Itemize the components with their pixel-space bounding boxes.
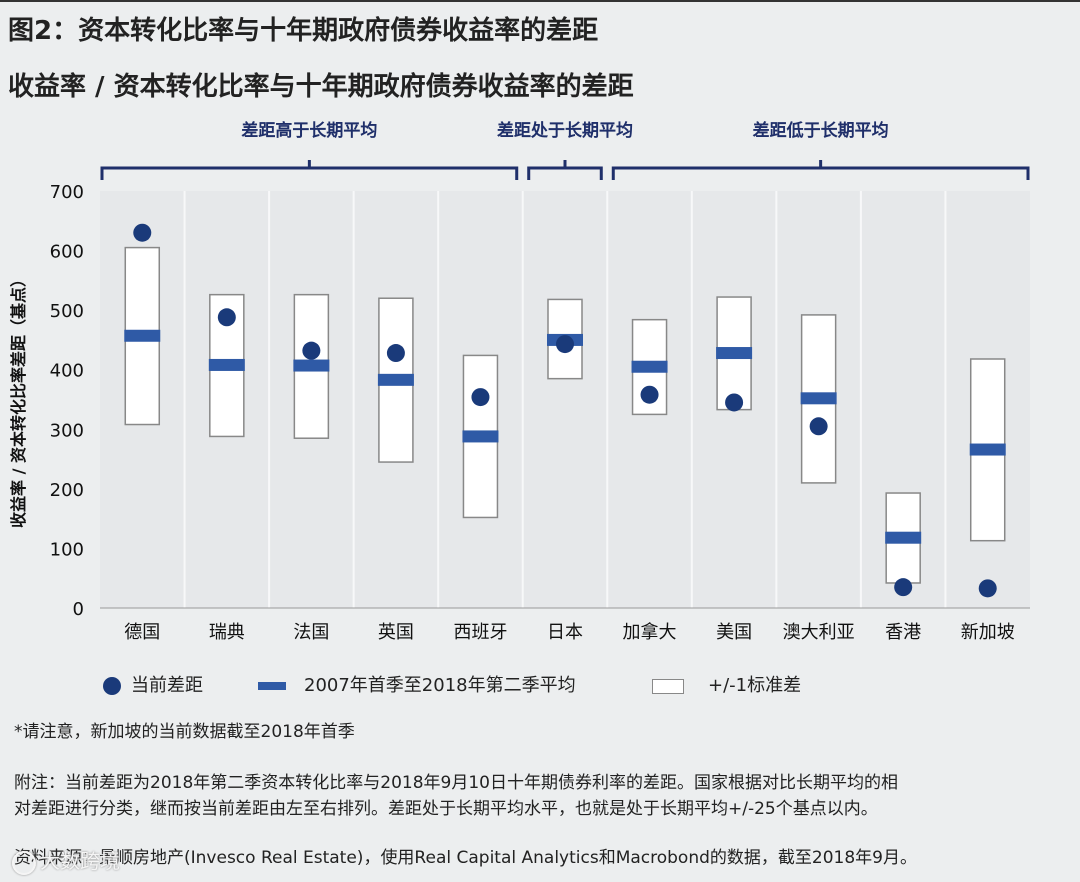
x-tick-label: 瑞典 <box>209 622 245 643</box>
x-tick-label: 英国 <box>378 622 414 643</box>
plot-area <box>100 191 1030 608</box>
y-axis-label: 收益率 / 资本转化比率差距（基点） <box>9 271 28 528</box>
watermark-logo-icon <box>12 850 36 875</box>
legend-box-marker <box>652 678 684 694</box>
legend-dot-marker <box>103 677 121 695</box>
watermark-text: 大数跨境 <box>40 849 120 873</box>
average-bar <box>969 443 1006 456</box>
y-tick-label: 0 <box>73 599 84 620</box>
average-bar <box>462 430 499 443</box>
figure-title: 图2：资本转化比率与十年期政府债券收益率的差距 <box>8 16 599 46</box>
average-bar <box>208 358 245 371</box>
current-gap-dot <box>640 385 659 404</box>
group-bracket <box>100 160 519 180</box>
x-tick-label: 德国 <box>124 622 160 643</box>
current-gap-dot <box>386 344 405 363</box>
asterisk-note: *请注意，新加坡的当前数据截至2018年首季 <box>14 722 355 742</box>
legend-bar-marker <box>258 682 286 690</box>
x-tick-label: 加拿大 <box>623 621 677 643</box>
x-tick-label: 新加坡 <box>961 622 1015 643</box>
group-label: 差距低于长期平均 <box>753 120 889 141</box>
legend-average: 2007年首季至2018年第二季平均 <box>258 671 576 697</box>
y-tick-label: 200 <box>50 480 84 501</box>
current-gap-dot <box>133 223 152 242</box>
y-tick-label: 400 <box>50 361 84 382</box>
current-gap-dot <box>725 393 744 412</box>
current-gap-dot <box>471 388 490 407</box>
legend-current: 当前差距 <box>103 671 203 697</box>
legend-dot-label: 当前差距 <box>131 675 203 696</box>
figure-subtitle: 收益率 / 资本转化比率与十年期政府债券收益率的差距 <box>8 72 634 102</box>
group-bracket <box>611 160 1030 180</box>
y-tick-label: 700 <box>50 182 84 203</box>
current-gap-dot <box>809 417 828 436</box>
y-tick-label: 600 <box>50 242 84 263</box>
y-tick-label: 300 <box>50 420 84 441</box>
watermark: 大数跨境 <box>12 845 120 875</box>
y-tick-label: 500 <box>50 301 84 322</box>
average-bar <box>716 347 753 360</box>
legend-stddev: +/-1标准差 <box>652 671 801 697</box>
x-tick-label: 香港 <box>885 622 921 643</box>
appendix-note-line1: 附注：当前差距为2018年第二季资本转化比率与2018年9月10日十年期债券利率… <box>14 773 898 793</box>
average-bar <box>124 329 161 342</box>
average-bar <box>377 373 414 386</box>
x-tick-label: 日本 <box>547 622 583 643</box>
range-chart: 0 100 200 300 400 500 600 700 收益率 / 资本转化比率差距（基点）… <box>9 120 1030 643</box>
group-bracket <box>527 160 603 180</box>
y-tick-label: 100 <box>50 539 84 560</box>
x-tick-label: 美国 <box>716 622 752 643</box>
legend-bar-label: 2007年首季至2018年第二季平均 <box>304 675 576 696</box>
group-label: 差距高于长期平均 <box>241 120 377 141</box>
current-gap-dot <box>894 578 913 597</box>
x-tick-label: 澳大利亚 <box>783 622 855 643</box>
x-tick-label: 西班牙 <box>453 622 507 643</box>
average-bar <box>885 531 922 544</box>
appendix-note-line2: 对差距进行分类，继而按当前差距由左至右排列。差距处于长期平均水平，也就是处于长期… <box>14 799 878 819</box>
current-gap-dot <box>217 308 236 327</box>
average-bar <box>293 359 330 372</box>
average-bar <box>800 392 837 405</box>
current-gap-dot <box>556 335 574 354</box>
source-note: 资料来源：景顺房地产(Invesco Real Estate)，使用Real C… <box>14 848 917 868</box>
top-rule <box>0 0 1080 2</box>
group-label: 差距处于长期平均 <box>497 120 633 141</box>
legend-box-label: +/-1标准差 <box>708 675 802 696</box>
average-bar <box>631 360 668 373</box>
x-tick-label: 法国 <box>293 622 329 643</box>
current-gap-dot <box>978 579 997 598</box>
current-gap-dot <box>302 341 321 360</box>
